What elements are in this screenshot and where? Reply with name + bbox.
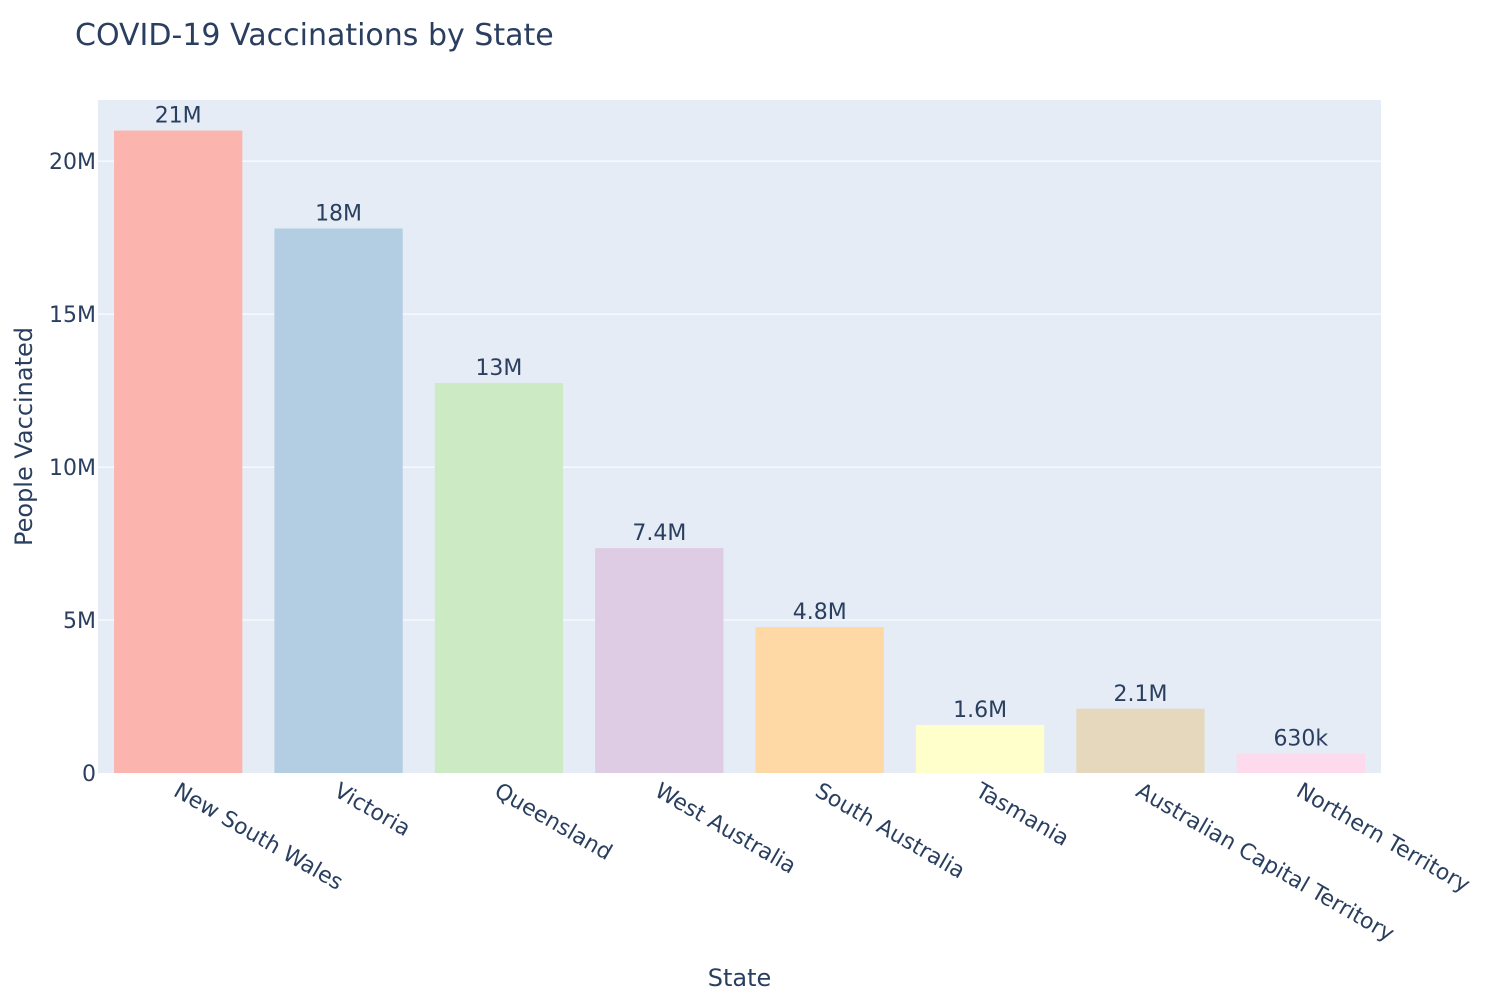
bar-value-label: 1.6M: [953, 698, 1007, 723]
bar-value-label: 4.8M: [793, 600, 847, 625]
x-tick-label: South Australia: [811, 779, 969, 885]
x-tick-label: Australian Capital Territory: [1131, 779, 1398, 947]
bar-value-label: 13M: [475, 356, 522, 381]
bar-value-label: 7.4M: [632, 521, 686, 546]
x-axis-title: State: [708, 964, 772, 992]
y-tick-label: 0: [82, 762, 96, 787]
bar-value-label: 18M: [315, 201, 362, 226]
y-axis-ticks: 0 5M 10M 15M 20M: [49, 150, 96, 787]
bar-value-label: 630k: [1273, 727, 1328, 752]
bar-value-label: 21M: [155, 104, 202, 129]
y-tick-label: 10M: [49, 456, 96, 481]
bar: [915, 724, 1045, 773]
bar: [274, 228, 403, 773]
y-tick-label: 5M: [63, 609, 96, 634]
x-tick-label: West Australia: [650, 779, 800, 880]
x-tick-label: New South Wales: [169, 779, 347, 896]
x-tick-label: Queensland: [490, 779, 616, 866]
bar: [114, 130, 243, 773]
bar: [595, 548, 724, 773]
bar: [755, 627, 884, 773]
bar: [1236, 753, 1365, 773]
y-tick-label: 15M: [49, 303, 96, 328]
x-tick-label: Tasmania: [970, 778, 1073, 852]
bars: 21M 18M 13M 7.4M 4.8M 1.6M 2.1M 630k: [114, 104, 1365, 773]
bar: [434, 382, 564, 773]
y-tick-label: 20M: [49, 150, 96, 175]
chart-title: COVID-19 Vaccinations by State: [75, 18, 554, 53]
y-axis-title: People Vaccinated: [10, 327, 38, 546]
bar: [1076, 708, 1205, 773]
x-tick-label: Victoria: [330, 779, 415, 842]
bar-value-label: 2.1M: [1113, 682, 1167, 707]
